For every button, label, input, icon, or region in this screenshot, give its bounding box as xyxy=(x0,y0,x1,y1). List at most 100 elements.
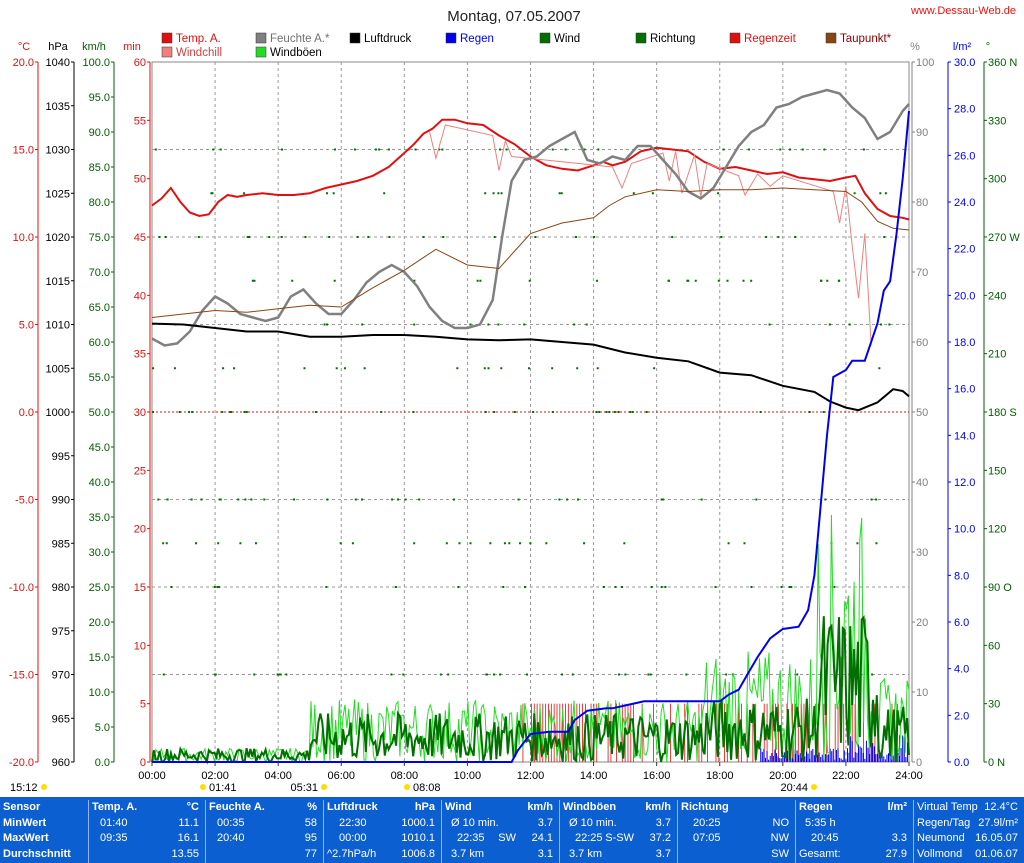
direction-dot xyxy=(750,586,753,588)
direction-dot xyxy=(621,586,624,588)
direction-dot xyxy=(335,367,338,370)
direction-tick-label: 240 xyxy=(988,290,1006,302)
stats-press-max: 1010.1 xyxy=(401,832,435,844)
direction-tick-label: 30 xyxy=(988,699,1000,711)
direction-tick-label: 120 xyxy=(988,524,1006,536)
humidity-unit-label: % xyxy=(910,41,920,53)
direction-dot xyxy=(437,148,440,151)
direction-dot xyxy=(441,148,444,151)
direction-dot xyxy=(418,498,421,501)
direction-dot xyxy=(883,236,886,238)
direction-dot xyxy=(870,498,873,501)
direction-dot xyxy=(823,148,826,151)
site-link[interactable]: www.Dessau-Web.de xyxy=(910,5,1016,17)
stats-press-trend: ^2.7hPa/h xyxy=(327,847,377,860)
direction-dot xyxy=(351,542,354,545)
minutes-tick-label: 45 xyxy=(134,232,146,244)
direction-dot xyxy=(875,542,878,545)
minutes-tick-label: 10 xyxy=(134,640,146,652)
stats-sensor-title: Sensor xyxy=(3,801,41,813)
sun-marker xyxy=(321,784,327,790)
direction-dot xyxy=(727,542,730,545)
direction-dot xyxy=(624,673,627,676)
direction-dot xyxy=(862,148,865,151)
series-line-windchill xyxy=(429,124,872,346)
stats-temp-max: 16.1 xyxy=(177,832,199,844)
humidity-tick-label: 30 xyxy=(916,547,928,559)
direction-dot xyxy=(487,367,490,370)
direction-dot xyxy=(617,673,620,676)
direction-dot xyxy=(508,542,511,545)
stats-min-label: MinWert xyxy=(3,816,47,829)
direction-dot xyxy=(162,673,165,676)
stats-temp-title: Temp. A. xyxy=(92,801,138,813)
x-tick-label: 06:00 xyxy=(327,770,355,782)
stats-dir-title: Richtung xyxy=(681,801,729,813)
direction-dot xyxy=(250,498,253,501)
direction-dot xyxy=(824,498,827,501)
legend-swatch xyxy=(635,32,647,44)
direction-dot xyxy=(323,323,326,326)
series-line-taupunkt xyxy=(151,187,910,318)
direction-dot xyxy=(649,673,652,676)
direction-dot xyxy=(759,411,762,413)
pressure-tick-label: 970 xyxy=(52,670,70,682)
direction-dot xyxy=(217,586,220,588)
series-line-feuchtea xyxy=(151,88,910,347)
sun-marker xyxy=(811,784,817,790)
pressure-tick-label: 1000 xyxy=(46,407,70,419)
stats-new-moon-label: Neumond xyxy=(917,832,965,844)
minutes-tick-label: 20 xyxy=(134,524,146,536)
stats-hum-max-time: 20:40 xyxy=(217,832,245,844)
x-tick-label: 18:00 xyxy=(706,770,734,782)
direction-dot xyxy=(595,279,598,282)
direction-dot xyxy=(878,367,881,370)
rain-tick-label: 16.0 xyxy=(954,384,975,396)
stats-wind-title: Wind xyxy=(445,801,472,813)
direction-dot xyxy=(497,192,500,195)
wind-tick-label: 100.0 xyxy=(82,57,110,69)
direction-dot xyxy=(577,498,580,501)
direction-dot xyxy=(647,673,650,676)
direction-dot xyxy=(593,236,596,238)
direction-dot xyxy=(796,673,799,676)
humidity-tick-label: 20 xyxy=(916,617,928,629)
stats-gust-min-time: Ø 10 min. xyxy=(569,816,617,829)
direction-dots xyxy=(152,148,891,676)
humidity-tick-label: 90 xyxy=(916,127,928,139)
direction-dot xyxy=(304,236,307,238)
direction-dot xyxy=(617,411,620,413)
sun-time-label: 08:08 xyxy=(413,782,441,794)
wind-tick-label: 80.0 xyxy=(89,197,110,209)
direction-dot xyxy=(598,411,601,413)
direction-dot xyxy=(722,148,725,151)
direction-dot xyxy=(374,148,377,151)
legend-label: Temp. A. xyxy=(176,33,221,45)
direction-dot xyxy=(794,236,797,238)
rain-unit-label: l/m² xyxy=(953,41,972,53)
direction-dot xyxy=(332,192,335,195)
direction-dot xyxy=(445,542,448,545)
direction-tick-label: 300 xyxy=(988,174,1006,186)
minutes-tick-label: 50 xyxy=(134,174,146,186)
direction-dot xyxy=(650,586,653,588)
rain-tick-label: 22.0 xyxy=(954,244,975,256)
direction-dot xyxy=(325,586,328,588)
direction-tick-label: 180 S xyxy=(988,407,1017,419)
legend-label: Regen xyxy=(460,33,494,45)
direction-dot xyxy=(479,279,482,282)
stats-rain-max-time: 20:45 xyxy=(811,832,839,844)
direction-dot xyxy=(469,542,472,545)
direction-dot xyxy=(726,279,729,282)
direction-dot xyxy=(486,673,489,676)
wind-tick-label: 65.0 xyxy=(89,302,110,314)
direction-dot xyxy=(853,192,856,195)
stats-wind-max-dir: SW xyxy=(498,832,516,844)
stats-temp-min-time: 01:40 xyxy=(100,816,128,829)
direction-dot xyxy=(856,542,859,545)
direction-dot xyxy=(725,673,728,676)
direction-dot xyxy=(244,498,247,501)
direction-dot xyxy=(500,367,503,370)
direction-dot xyxy=(157,498,160,501)
direction-dot xyxy=(263,498,266,501)
